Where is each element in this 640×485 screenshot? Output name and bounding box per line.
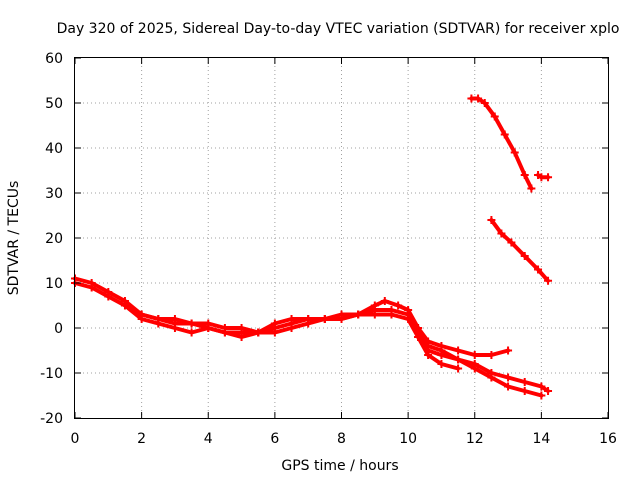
data-point <box>394 301 403 310</box>
x-tick-label: 14 <box>532 431 550 447</box>
y-axis-label: SDTVAR / TECUs <box>6 181 22 296</box>
data-point <box>504 373 513 382</box>
data-point <box>544 276 553 285</box>
series-track-f <box>487 216 553 285</box>
data-point <box>544 173 553 182</box>
data-point <box>454 355 463 364</box>
series-track-b <box>71 279 553 395</box>
data-point <box>504 382 513 391</box>
data-point <box>470 351 479 359</box>
x-tick-label: 16 <box>599 431 617 447</box>
data-point <box>187 319 196 328</box>
data-point <box>137 310 146 319</box>
data-point <box>370 306 379 314</box>
y-tick-label: 0 <box>54 321 63 337</box>
data-series <box>71 94 553 400</box>
chart-title: Day 320 of 2025, Sidereal Day-to-day VTE… <box>57 21 620 37</box>
data-point <box>404 310 413 319</box>
data-point <box>354 310 363 319</box>
data-point <box>487 216 496 224</box>
y-tick-label: 40 <box>45 141 63 157</box>
data-point <box>237 333 246 341</box>
data-point <box>104 292 113 301</box>
plot-frame <box>74 57 609 419</box>
data-point <box>287 324 296 332</box>
data-point <box>437 346 446 355</box>
data-point <box>270 319 279 328</box>
data-point <box>380 297 389 305</box>
data-point <box>454 346 463 355</box>
data-point <box>304 315 313 323</box>
series-line <box>416 335 461 371</box>
data-point <box>120 301 129 310</box>
data-point <box>520 378 529 386</box>
data-point <box>520 252 529 260</box>
data-point <box>270 328 279 337</box>
data-point <box>170 324 179 332</box>
data-point <box>424 351 433 359</box>
series-line <box>489 218 550 283</box>
data-point <box>504 346 513 355</box>
data-point <box>170 315 179 323</box>
y-tick-label: 10 <box>45 276 63 292</box>
data-point <box>487 351 496 359</box>
data-point <box>220 328 229 337</box>
axis-ticks: 0 2 4 6 8 10 12 14 16 -20 -10 0 10 20 30 40 50 60 <box>40 51 617 447</box>
data-point <box>187 328 196 337</box>
x-tick-label: 4 <box>204 431 213 447</box>
y-tick-label: 20 <box>45 231 63 247</box>
data-point <box>507 238 516 247</box>
data-point <box>537 382 546 391</box>
data-point <box>487 373 496 382</box>
data-point <box>424 342 433 350</box>
y-tick-label: -20 <box>40 411 63 427</box>
series-track-d <box>414 333 463 373</box>
data-point <box>490 112 499 121</box>
data-point <box>254 328 263 337</box>
x-tick-label: 12 <box>466 431 484 447</box>
data-point <box>544 387 553 395</box>
data-point <box>480 99 489 107</box>
x-axis-label: GPS time / hours <box>281 458 398 474</box>
data-point <box>320 315 329 323</box>
data-point <box>287 315 296 323</box>
y-tick-label: 30 <box>45 186 63 202</box>
data-point <box>204 324 213 332</box>
data-point <box>337 315 346 323</box>
data-point <box>454 364 463 373</box>
data-point <box>537 391 546 400</box>
data-point <box>510 148 519 157</box>
data-point <box>414 333 423 341</box>
x-tick-label: 0 <box>71 431 80 447</box>
series-line <box>73 281 550 393</box>
data-point <box>474 94 483 103</box>
y-tick-label: 50 <box>45 96 63 112</box>
data-point <box>87 283 96 292</box>
x-tick-label: 6 <box>270 431 279 447</box>
x-tick-label: 2 <box>137 431 146 447</box>
data-point <box>520 387 529 395</box>
data-point <box>387 306 396 314</box>
data-point <box>437 360 446 368</box>
data-point <box>154 315 163 323</box>
series-track-g <box>534 171 553 182</box>
data-point <box>527 184 536 193</box>
data-point <box>534 265 543 274</box>
y-tick-label: 60 <box>45 51 63 67</box>
y-tick-label: -10 <box>40 366 63 382</box>
data-point <box>470 364 479 373</box>
data-point <box>520 171 529 179</box>
grid <box>75 58 608 418</box>
series-track-e <box>467 94 536 193</box>
data-point <box>497 229 506 238</box>
x-tick-label: 10 <box>399 431 417 447</box>
x-tick-label: 8 <box>337 431 346 447</box>
data-point <box>500 130 509 139</box>
series-track-c <box>137 306 546 400</box>
